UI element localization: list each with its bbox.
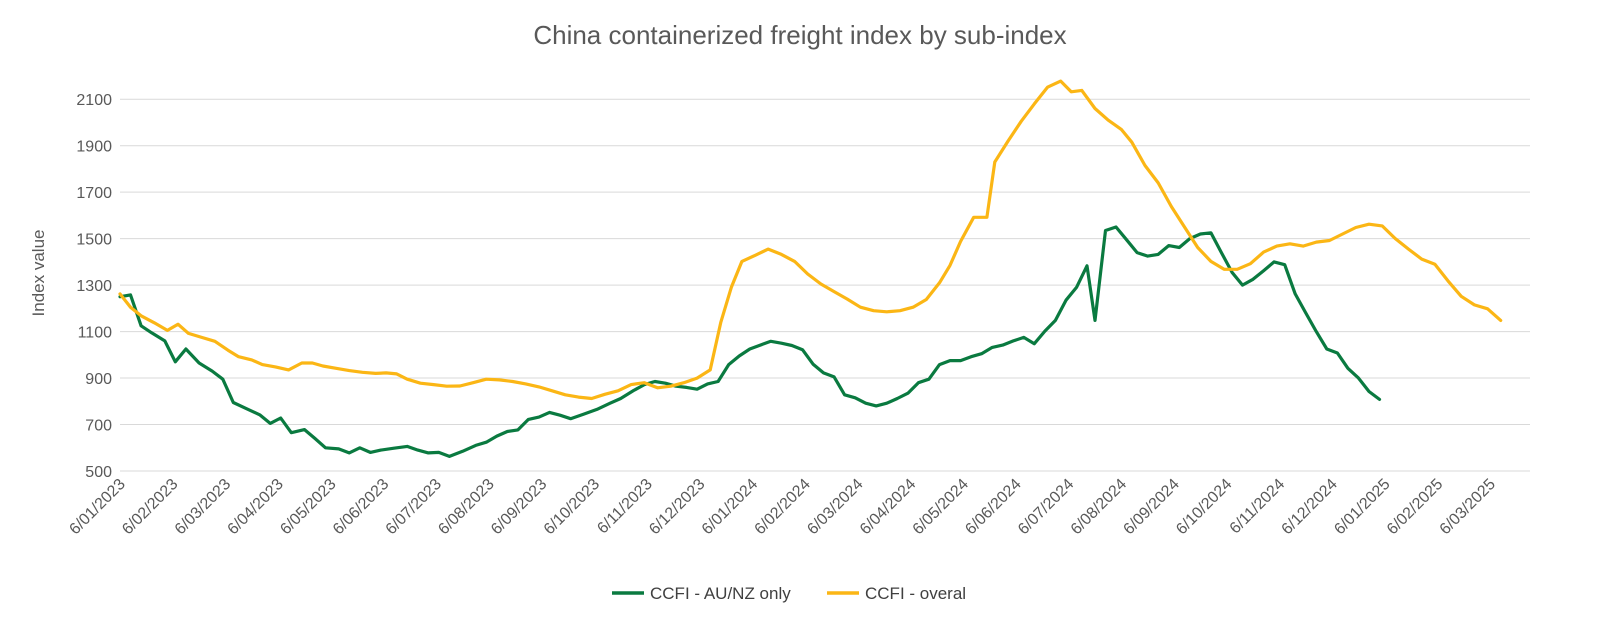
y-axis-ticks: 500 700 900 1100 1300 1500 1700 1900 2100 [76,92,112,481]
y-tick-label: 700 [85,418,112,435]
x-tick-label: 6/05/2024 [910,476,972,538]
x-tick-label: 6/04/2023 [225,476,287,538]
y-axis-label: Index value [29,230,48,317]
x-tick-label: 6/10/2024 [1173,476,1235,538]
x-tick-label: 6/02/2025 [1384,476,1446,538]
chart-title: China containerized freight index by sub… [533,20,1066,50]
x-tick-label: 6/03/2024 [804,476,866,538]
x-tick-label: 6/03/2023 [172,476,234,538]
x-tick-label: 6/10/2023 [541,476,603,538]
series-line-2 [118,79,1503,401]
x-tick-label: 6/07/2023 [383,476,445,538]
x-tick-label: 6/09/2024 [1120,476,1182,538]
x-tick-label: 6/02/2024 [752,476,814,538]
series-line-1 [118,225,1382,458]
y-tick-label: 1300 [76,278,112,295]
x-tick-label: 6/12/2023 [646,476,708,538]
y-tick-label: 900 [85,371,112,388]
x-tick-label: 6/09/2023 [488,476,550,538]
y-tick-label: 1100 [78,325,113,342]
y-tick-label: 1500 [76,232,112,249]
legend: CCFI - AU/NZ only CCFI - overal [612,584,966,603]
x-tick-label: 6/11/2024 [1227,476,1289,538]
legend-label: CCFI - overal [865,584,966,603]
x-tick-label: 6/03/2025 [1437,476,1499,538]
x-tick-label: 6/11/2023 [594,476,656,538]
x-tick-label: 6/01/2024 [699,476,761,538]
x-tick-label: 6/07/2024 [1015,476,1077,538]
x-tick-label: 6/04/2024 [857,476,919,538]
x-tick-label: 6/02/2023 [119,476,181,538]
x-tick-label: 6/12/2024 [1279,476,1341,538]
x-tick-label: 6/05/2023 [277,476,339,538]
x-tick-label: 6/06/2023 [330,476,392,538]
legend-label: CCFI - AU/NZ only [650,584,791,603]
series-lines [118,79,1503,458]
y-tick-label: 1700 [76,185,112,202]
y-tick-label: 1900 [76,139,112,156]
x-tick-label: 6/01/2025 [1331,476,1393,538]
x-tick-label: 6/08/2023 [435,476,497,538]
x-tick-label: 6/01/2023 [66,476,128,538]
y-tick-label: 500 [85,464,112,481]
x-tick-label: 6/06/2024 [962,476,1024,538]
x-axis-ticks: 6/01/20236/02/20236/03/20236/04/20236/05… [66,476,1499,538]
x-tick-label: 6/08/2024 [1068,476,1130,538]
y-tick-label: 2100 [76,92,112,109]
